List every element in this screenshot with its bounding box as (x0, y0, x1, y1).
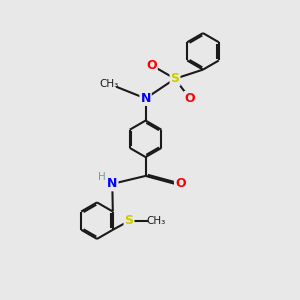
Text: S: S (124, 214, 134, 227)
Text: N: N (107, 177, 118, 190)
Text: O: O (146, 59, 157, 72)
Text: S: S (170, 72, 179, 85)
Text: O: O (184, 92, 195, 105)
Text: N: N (140, 92, 151, 105)
Text: CH₃: CH₃ (99, 79, 119, 89)
Text: CH₃: CH₃ (146, 216, 166, 226)
Text: O: O (175, 177, 186, 190)
Text: H: H (98, 172, 106, 182)
